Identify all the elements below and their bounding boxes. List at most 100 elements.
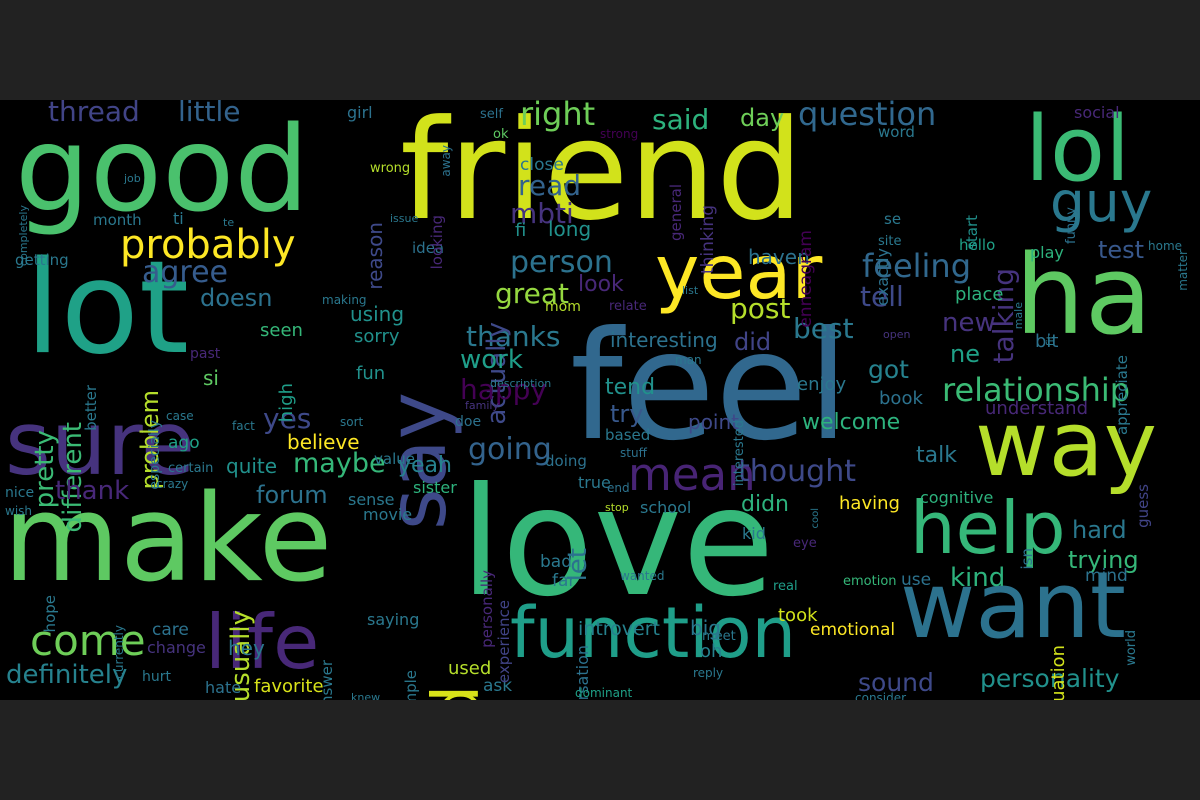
word-thank: thank: [55, 476, 130, 506]
word-love: love: [460, 456, 775, 630]
word-kid: kid: [742, 524, 766, 543]
word-enneagram: enneagram: [796, 230, 816, 328]
word-description: description: [490, 377, 552, 390]
word-hate: hate: [205, 678, 242, 697]
word-place: place: [955, 284, 1004, 305]
word-did: did: [734, 328, 772, 356]
word-relate: relate: [609, 299, 647, 314]
word-feeling: feeling: [862, 247, 972, 285]
word-understand: understand: [985, 398, 1089, 419]
word-hard: hard: [1072, 516, 1127, 544]
word-book: book: [879, 388, 923, 409]
word-happy: happy: [460, 373, 548, 406]
word-believe: believe: [287, 430, 360, 454]
word-better: better: [82, 385, 100, 431]
word-far: far: [552, 571, 576, 591]
word-forum: forum: [256, 481, 328, 509]
word-reply: reply: [693, 666, 724, 680]
word-sort: sort: [340, 415, 364, 429]
word-mom: mom: [545, 299, 581, 315]
word-going: going: [468, 432, 552, 467]
word-social: social: [1074, 103, 1120, 122]
word-funny: funny: [1064, 207, 1079, 244]
word-mind: mind: [1085, 566, 1128, 586]
word-hurt: hurt: [142, 669, 171, 685]
word-cool: cool: [810, 508, 821, 529]
word-consider: consider: [855, 691, 907, 700]
word-read: read: [518, 169, 582, 202]
word-end: end: [607, 481, 630, 495]
word-general: general: [667, 184, 685, 242]
word-se: se: [884, 210, 902, 228]
word-didn: didn: [741, 492, 789, 517]
word-issue: issue: [390, 212, 419, 225]
word-hey: hey: [228, 636, 265, 660]
word-thread: thread: [48, 100, 140, 128]
word-quite: quite: [226, 454, 278, 478]
word-guy: guy: [1050, 170, 1153, 234]
word-bit: bit: [1035, 331, 1059, 352]
word-nice: nice: [5, 485, 35, 501]
word-stuff: stuff: [620, 446, 647, 460]
word-fit: fit: [1044, 335, 1057, 347]
word-start: start: [963, 215, 981, 250]
word-stop: stop: [605, 501, 629, 514]
word-interested: interested: [732, 420, 747, 487]
word-idea: idea: [412, 239, 445, 257]
word-case: case: [166, 409, 194, 423]
word-favorite: favorite: [254, 676, 324, 697]
word-fun: fun: [356, 363, 386, 384]
word-haven: haven: [748, 245, 810, 269]
word-person: person: [510, 245, 613, 280]
word-dominant: dominant: [575, 686, 633, 700]
word-took: took: [778, 605, 818, 626]
word-personality: personality: [980, 664, 1120, 693]
word-emotion: emotion: [843, 574, 897, 589]
word-example: example: [402, 670, 420, 700]
word-maybe: maybe: [293, 448, 386, 479]
word-talk: talk: [916, 443, 957, 468]
word-open: open: [883, 328, 911, 341]
word-cognitive: cognitive: [920, 488, 994, 507]
word-tend: tend: [605, 375, 656, 400]
word-relationship: relationship: [942, 371, 1131, 409]
word-feel: feel: [570, 300, 850, 474]
word-currently: currently: [112, 625, 126, 679]
word-wish: wish: [5, 504, 33, 518]
word-doing: doing: [545, 452, 587, 470]
word-making: making: [322, 293, 367, 307]
word-lot: lot: [25, 234, 190, 383]
word-way: way: [975, 392, 1158, 497]
word-probably: probably: [120, 222, 296, 268]
word-strong: strong: [600, 127, 639, 141]
word-answer: answer: [318, 660, 336, 700]
word-friend: friend: [400, 100, 804, 251]
word-little: little: [178, 100, 241, 128]
word-question: question: [798, 100, 937, 133]
word-using: using: [350, 302, 405, 326]
word-oh: oh: [700, 641, 723, 662]
word-agree: agree: [142, 255, 229, 290]
word-care: care: [152, 620, 189, 640]
word-want: want: [900, 552, 1127, 659]
word-got: got: [868, 355, 909, 384]
word-need: need: [420, 685, 494, 700]
word-big: big: [690, 616, 721, 640]
word-wrong: wrong: [370, 161, 411, 176]
word-doesn: doesn: [200, 284, 273, 312]
word-reason: reason: [363, 222, 387, 290]
word-looking: looking: [428, 215, 446, 270]
word-sound: sound: [858, 668, 934, 697]
word-cloud-canvas: friend feel love make good lot ha lol say year way…: [0, 100, 1200, 700]
word-welcome: welcome: [802, 410, 901, 435]
word-eye: eye: [793, 536, 817, 551]
word-use: use: [901, 570, 932, 590]
word-yeah: yeah: [398, 453, 452, 478]
word-lol: lol: [1025, 100, 1131, 202]
word-come: come: [30, 616, 146, 665]
word-life: life: [205, 598, 320, 686]
word-certain: certain: [168, 461, 214, 476]
word-man: man: [675, 353, 702, 367]
word-mean: mean: [628, 448, 756, 501]
word-real: real: [773, 579, 798, 594]
